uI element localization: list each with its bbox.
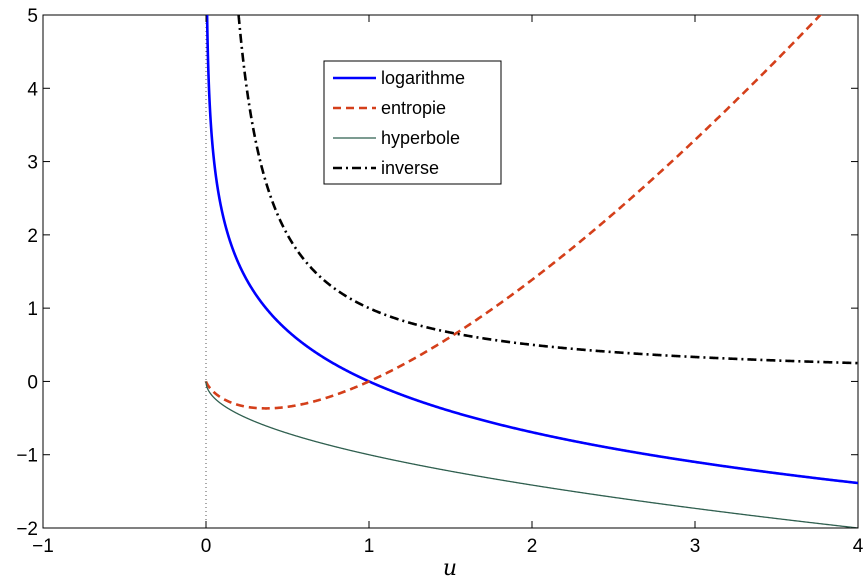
legend-label-inverse: inverse [381,158,439,178]
series-line-hyperbole [205,381,858,528]
legend: logarithme entropie hyperbole inverse [323,60,502,185]
y-tick-label: 3 [27,153,38,174]
x-axis-label: u [443,556,457,580]
y-tick-label: −2 [16,519,38,540]
x-tick-label: −1 [32,536,54,557]
x-tick-label: 1 [364,536,375,557]
y-tick-label: −1 [16,446,38,467]
x-tick-label: 4 [853,536,864,557]
y-tick-label: 1 [27,299,38,320]
legend-label-hyperbole: hyperbole [381,128,460,148]
y-tick-label: 0 [27,372,38,393]
legend-label-entropie: entropie [381,98,446,118]
x-tick-label: 2 [527,536,538,557]
x-tick-label: 3 [690,536,701,557]
y-tick-label: 2 [27,226,38,247]
y-tick-label: 5 [27,6,38,27]
y-tick-label: 4 [27,79,38,100]
legend-box [323,60,502,185]
legend-label-logarithme: logarithme [381,68,465,88]
series-line-entropie [204,15,823,410]
series-line-logarithme [205,15,858,485]
x-tick-label: 0 [201,536,212,557]
series-line-inverse [237,15,858,365]
